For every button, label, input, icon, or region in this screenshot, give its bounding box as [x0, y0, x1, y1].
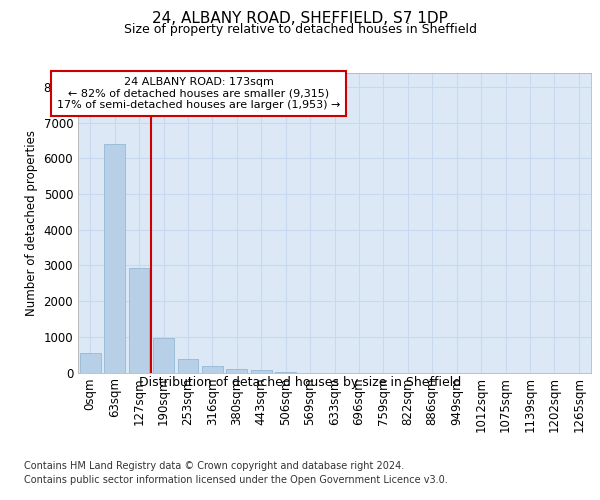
Text: 24 ALBANY ROAD: 173sqm
← 82% of detached houses are smaller (9,315)
17% of semi-: 24 ALBANY ROAD: 173sqm ← 82% of detached…	[57, 77, 340, 110]
Bar	[128, 268, 149, 372]
Bar	[178, 359, 199, 372]
Bar	[104, 144, 125, 372]
Bar	[226, 369, 247, 372]
Text: 24, ALBANY ROAD, SHEFFIELD, S7 1DP: 24, ALBANY ROAD, SHEFFIELD, S7 1DP	[152, 11, 448, 26]
Bar	[202, 366, 223, 372]
Text: Contains HM Land Registry data © Crown copyright and database right 2024.: Contains HM Land Registry data © Crown c…	[24, 461, 404, 471]
Text: Size of property relative to detached houses in Sheffield: Size of property relative to detached ho…	[124, 24, 476, 36]
Bar	[80, 352, 101, 372]
Bar	[251, 370, 272, 372]
Text: Contains public sector information licensed under the Open Government Licence v3: Contains public sector information licen…	[24, 475, 448, 485]
Bar	[153, 338, 174, 372]
Text: Distribution of detached houses by size in Sheffield: Distribution of detached houses by size …	[139, 376, 461, 389]
Y-axis label: Number of detached properties: Number of detached properties	[25, 130, 38, 316]
